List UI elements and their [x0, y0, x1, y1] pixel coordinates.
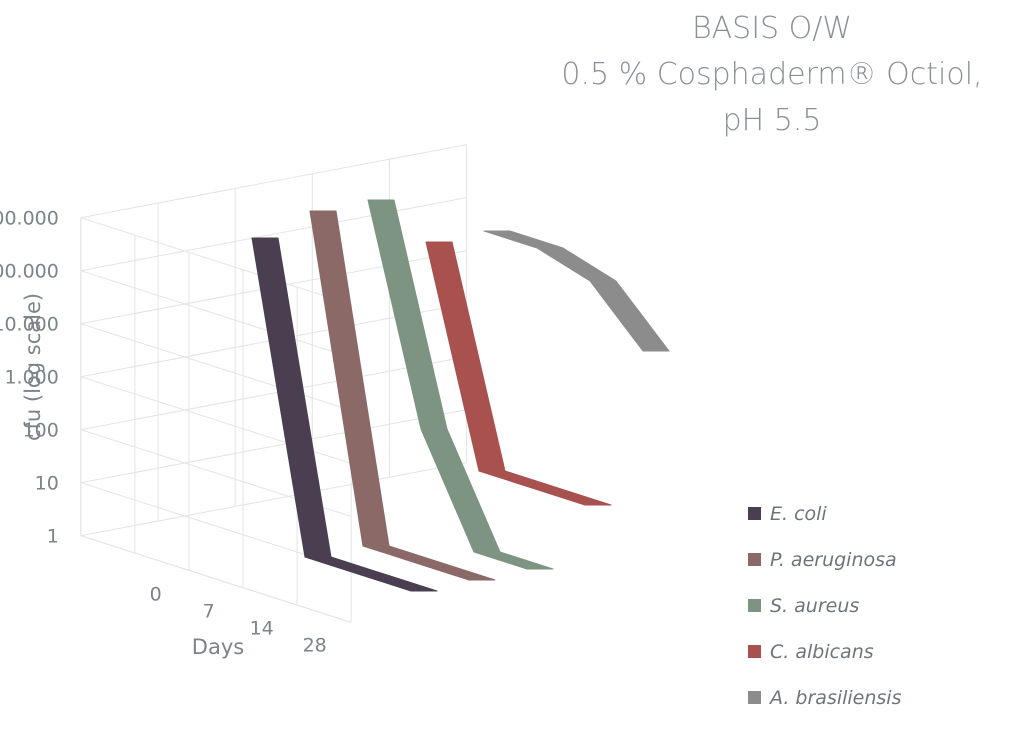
chart-gridlines: [80, 144, 468, 623]
series-segment: [415, 562, 496, 581]
legend-label: A. brasiliensis: [768, 687, 902, 709]
x-tick-label: 14: [250, 617, 274, 639]
legend: E. coli P. aeruginosa S. aureus C. albicans…: [748, 503, 902, 709]
legend-swatch: [748, 599, 761, 612]
legend-label: P. aeruginosa: [770, 549, 897, 571]
legend-swatch: [748, 507, 761, 520]
title-line-1: BASIS O/W: [692, 11, 852, 46]
x-tick-label: 28: [303, 634, 327, 656]
gridline: [80, 462, 467, 623]
series-segment: [536, 247, 617, 282]
legend-label: C. albicans: [770, 641, 874, 663]
series-segment: [367, 199, 448, 430]
series-segment: [309, 210, 390, 547]
title-line-3: pH 5.5: [723, 103, 822, 138]
series-segment: [478, 470, 559, 489]
legend-label: S. aureus: [770, 595, 859, 617]
legend-swatch: [748, 645, 761, 658]
y-tick-label: 1.000.000: [0, 208, 59, 230]
y-axis-ticks: 1 10 100 1.000 10.000 100.000 1.000.000: [0, 208, 59, 548]
title-line-2: 0.5 % Cosphaderm® Octiol,: [561, 57, 982, 92]
series-segment: [362, 545, 443, 564]
gridline: [80, 409, 467, 570]
series-segment: [473, 551, 554, 570]
y-tick-label: 100.000: [0, 261, 59, 283]
floor-edge: [80, 535, 352, 623]
y-tick-label: 1: [47, 526, 59, 548]
series-ribbon: [251, 237, 438, 592]
x-tick-label: 0: [150, 583, 162, 605]
y-tick-label: 10: [35, 473, 59, 495]
series-segment: [531, 487, 612, 506]
series-segment: [483, 230, 564, 249]
gridline: [80, 356, 467, 517]
series-ribbon: [425, 241, 612, 506]
series-segment: [357, 573, 438, 592]
x-axis-label: Days: [192, 635, 244, 659]
series-segment: [251, 237, 332, 558]
legend-swatch: [748, 553, 761, 566]
x-axis-ticks: 0 7 14 28: [150, 583, 327, 656]
series-segment: [589, 280, 670, 352]
series-ribbon: [309, 210, 496, 581]
y-axis-label: cfu (log scale): [21, 293, 45, 441]
series-ribbon: [483, 230, 670, 352]
y-tick-label: 10.000: [0, 314, 59, 336]
x-tick-label: 7: [203, 600, 215, 622]
legend-label: E. coli: [770, 503, 827, 525]
chart-series: [251, 199, 670, 592]
legend-swatch: [748, 691, 761, 704]
series-segment: [304, 556, 385, 575]
y-tick-label: 100: [23, 420, 59, 442]
series-ribbon: [367, 199, 554, 570]
y-tick-label: 1.000: [4, 367, 58, 389]
chart-title: BASIS O/W 0.5 % Cosphaderm® Octiol, pH 5…: [561, 11, 982, 138]
